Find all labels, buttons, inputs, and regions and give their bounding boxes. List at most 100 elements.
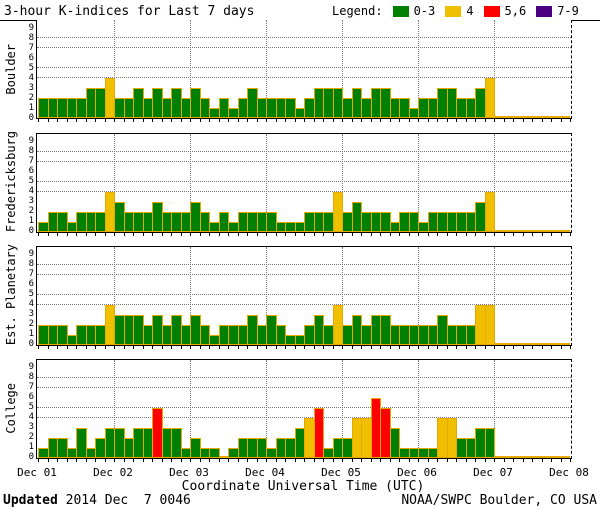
axis-tick: [218, 233, 220, 236]
axis-tick: [418, 346, 419, 349]
axis-tick: [570, 233, 571, 236]
y-gridline: [37, 77, 571, 78]
axis-tick: [57, 346, 58, 349]
axis-tick: [465, 119, 467, 122]
axis-tick: [228, 233, 229, 236]
axis-tick: [456, 119, 457, 122]
axis-tick: [408, 119, 410, 122]
axis-tick: [171, 119, 172, 122]
axis-tick: [532, 119, 533, 122]
axis-tick: [446, 459, 448, 462]
x-tick-label: Dec 04: [245, 466, 285, 479]
x-tick-label: Dec 03: [169, 466, 209, 479]
axis-tick: [532, 346, 533, 349]
axis-tick: [323, 119, 324, 122]
axis-tick: [95, 119, 96, 122]
y-tick-label: 1: [28, 103, 34, 113]
axis-tick: [152, 459, 153, 462]
y-tick-label: 9: [28, 362, 34, 372]
axis-tick: [209, 119, 210, 122]
day-gridline: [114, 247, 115, 345]
axis-tick: [323, 233, 324, 236]
axis-tick: [456, 233, 457, 236]
axis-tick: [370, 459, 372, 462]
axis-tick: [551, 346, 552, 349]
axis-tick: [85, 233, 87, 236]
updated-text: Updated 2014 Dec 7 0046: [3, 493, 191, 508]
y-tick-label: 1: [28, 442, 34, 452]
axis-tick: [152, 119, 153, 122]
axis-tick: [38, 233, 39, 236]
axis-tick: [266, 119, 267, 122]
axis-tick: [57, 233, 58, 236]
axis-tick: [484, 119, 486, 122]
axis-tick: [427, 119, 429, 122]
y-gridline: [37, 387, 571, 388]
y-gridline: [37, 37, 571, 38]
axis-tick: [66, 233, 68, 236]
axis-tick: [323, 346, 324, 349]
axis-tick: [475, 233, 476, 236]
day-gridline: [266, 20, 267, 118]
k-bar: [484, 305, 495, 345]
axis-tick: [199, 233, 201, 236]
y-tick-label: 3: [28, 196, 34, 206]
day-gridline: [418, 360, 419, 458]
y-tick-label: 6: [28, 392, 34, 402]
axis-tick: [285, 233, 286, 236]
axis-tick: [541, 346, 543, 349]
axis-tick: [437, 459, 438, 462]
axis-tick: [304, 346, 305, 349]
axis-tick: [513, 459, 514, 462]
axis-tick: [209, 346, 210, 349]
y-tick-label: 0: [28, 339, 34, 349]
axis-tick: [494, 119, 495, 122]
k-bar: [484, 428, 495, 458]
k-bar: [76, 428, 87, 458]
x-tick-label: Dec 07: [473, 466, 513, 479]
day-gridline: [190, 247, 191, 345]
axis-tick: [275, 233, 277, 236]
axis-tick: [171, 346, 172, 349]
axis-tick: [304, 119, 305, 122]
y-gridline: [37, 417, 571, 418]
axis-tick: [152, 233, 153, 236]
axis-tick: [304, 459, 305, 462]
axis-tick: [237, 233, 239, 236]
axis-tick: [332, 346, 334, 349]
panel-fredericksburg: [36, 133, 572, 236]
day-gridline: [418, 247, 419, 345]
axis-tick: [123, 119, 125, 122]
axis-tick: [513, 233, 514, 236]
axis-tick: [256, 119, 258, 122]
y-tick-label: 0: [28, 452, 34, 462]
y-tick-label: 5: [28, 289, 34, 299]
axis-tick: [494, 459, 495, 462]
axis-tick: [380, 119, 381, 122]
axis-tick: [123, 459, 125, 462]
y-tick-label: 6: [28, 166, 34, 176]
legend-item: 5,6: [483, 4, 526, 18]
axis-tick: [361, 233, 362, 236]
panel-college: [36, 359, 572, 462]
day-gridline: [190, 360, 191, 458]
legend-item: 0-3: [392, 4, 435, 18]
station-label: College: [2, 359, 20, 457]
axis-tick: [85, 346, 87, 349]
axis-tick: [285, 459, 286, 462]
axis-tick: [389, 459, 391, 462]
axis-tick: [142, 233, 144, 236]
y-tick-label: 3: [28, 309, 34, 319]
station-label: Fredericksburg: [2, 131, 20, 232]
axis-tick: [256, 459, 258, 462]
axis-tick: [332, 459, 334, 462]
day-gridline: [114, 20, 115, 118]
axis-tick: [180, 459, 182, 462]
axis-tick: [541, 119, 543, 122]
axis-tick: [294, 459, 296, 462]
axis-tick: [399, 233, 400, 236]
axis-tick: [522, 119, 524, 122]
y-tick-label: 8: [28, 146, 34, 156]
axis-tick: [285, 119, 286, 122]
axis-tick: [218, 119, 220, 122]
